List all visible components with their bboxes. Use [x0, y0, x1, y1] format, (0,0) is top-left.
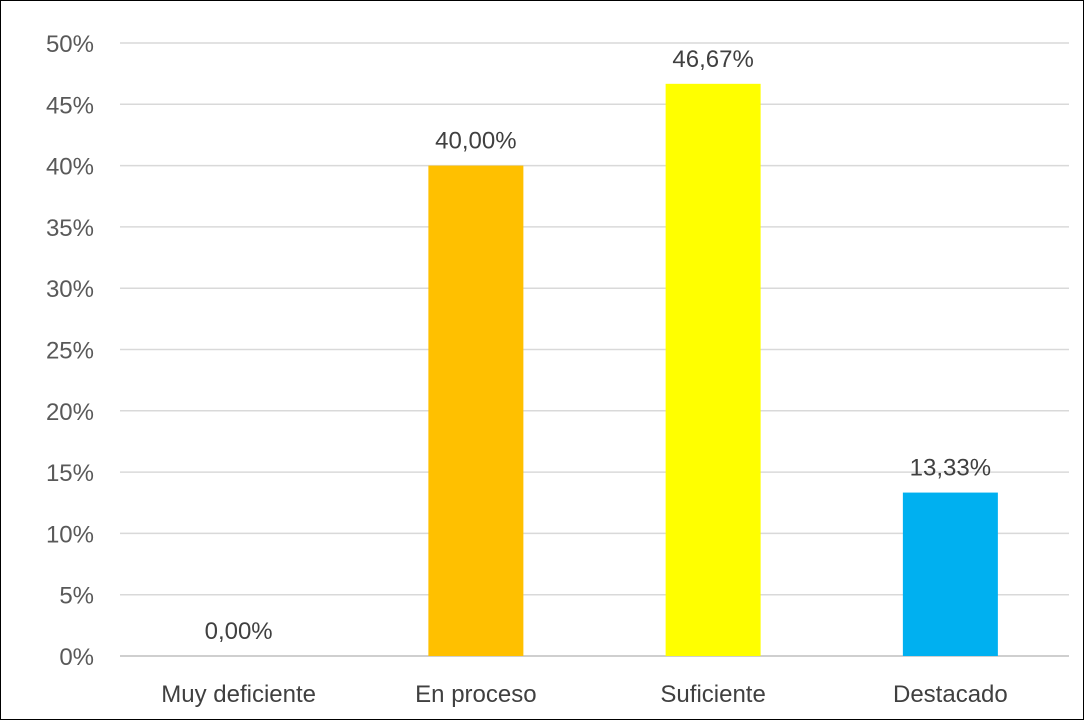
y-tick-label: 15%: [46, 460, 94, 487]
y-axis-ticks: 0% 5% 10% 15% 20% 25% 30% 35% 40% 45% 50%: [46, 31, 94, 671]
x-category-label: Suficiente: [660, 681, 765, 708]
data-label: 46,67%: [672, 46, 753, 73]
y-tick-label: 40%: [46, 154, 94, 181]
bar: [902, 492, 998, 656]
x-category-label: Muy deficiente: [161, 681, 316, 708]
data-label: 13,33%: [910, 455, 991, 482]
x-axis-categories: Muy deficiente En proceso Suficiente Destac…: [161, 681, 1008, 708]
y-tick-label: 30%: [46, 276, 94, 303]
y-tick-label: 50%: [46, 31, 94, 58]
y-tick-label: 45%: [46, 92, 94, 119]
y-tick-label: 10%: [46, 521, 94, 548]
y-tick-label: 35%: [46, 215, 94, 242]
y-tick-label: 5%: [59, 583, 94, 610]
data-labels: 0,00% 40,00% 46,67% 13,33%: [205, 46, 991, 645]
x-category-label: En proceso: [415, 681, 536, 708]
y-tick-label: 25%: [46, 338, 94, 365]
x-category-label: Destacado: [893, 681, 1008, 708]
bars: [428, 83, 998, 656]
gridlines: [120, 42, 1069, 657]
data-label: 0,00%: [205, 618, 273, 645]
y-tick-label: 20%: [46, 399, 94, 426]
bar: [665, 83, 761, 656]
y-tick-label: 0%: [59, 644, 94, 671]
bar: [428, 165, 524, 656]
data-label: 40,00%: [435, 128, 516, 155]
